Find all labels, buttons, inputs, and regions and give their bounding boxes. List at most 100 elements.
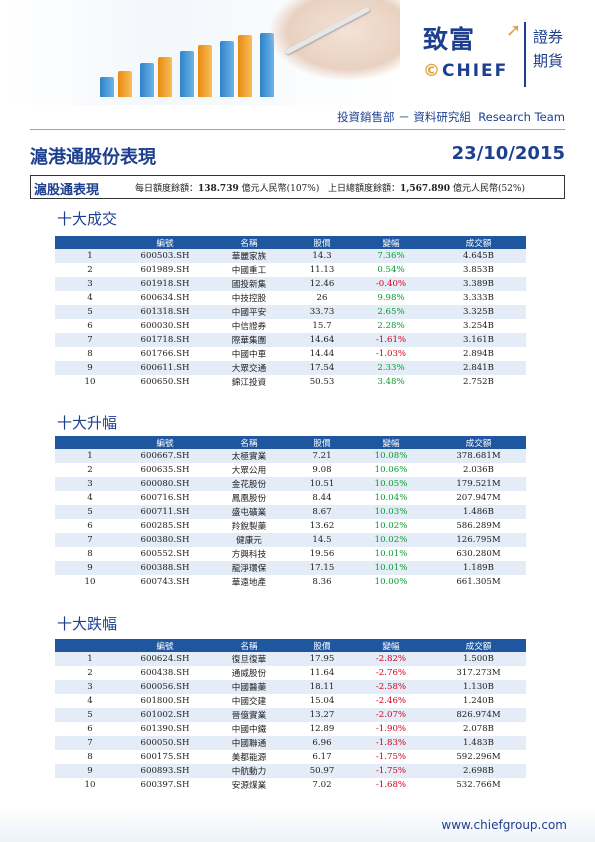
table-row: 7 601718.SH 際華集團 14.64 -1.61% 3.161B (55, 333, 526, 347)
price-cell: 15.7 (293, 319, 351, 333)
table-row: 10 600650.SH 錦江投資 50.53 3.48% 2.752B (55, 375, 526, 389)
price-cell: 12.46 (293, 277, 351, 291)
turnover-cell: 3.254B (431, 319, 526, 333)
price-cell: 13.27 (293, 708, 351, 722)
table-row: 7 600380.SH 健康元 14.5 10.02% 126.795M (55, 533, 526, 547)
logo-arrow-icon: ➚ (506, 20, 522, 41)
table-row: 6 600030.SH 中信證券 15.7 2.28% 3.254B (55, 319, 526, 333)
department-line: 投資銷售部 － 資料研究組 Research Team (0, 109, 565, 125)
stock-name-cell: 中國平安 (205, 305, 293, 319)
stock-name-cell: 羚銳製藥 (205, 519, 293, 533)
stock-name-cell: 華麗家族 (205, 249, 293, 263)
price-cell: 11.13 (293, 263, 351, 277)
rank-cell: 9 (55, 561, 125, 575)
table-row: 3 600056.SH 中國醫藥 18.11 -2.58% 1.130B (55, 680, 526, 694)
stock-name-cell: 錦江投資 (205, 375, 293, 389)
logo-english: ©CHIEF (423, 61, 509, 81)
change-cell: 3.48% (351, 375, 431, 389)
table-row: 5 601318.SH 中國平安 33.73 2.65% 3.325B (55, 305, 526, 319)
column-header: 編號 (125, 236, 205, 249)
rank-cell: 8 (55, 347, 125, 361)
change-cell: 2.28% (351, 319, 431, 333)
turnover-cell: 126.795M (431, 533, 526, 547)
turnover-cell: 1.240B (431, 694, 526, 708)
stock-code-cell: 601989.SH (125, 263, 205, 277)
stock-name-cell: 中國交建 (205, 694, 293, 708)
rank-cell: 3 (55, 277, 125, 291)
price-cell: 19.56 (293, 547, 351, 561)
turnover-cell: 826.974M (431, 708, 526, 722)
stock-code-cell: 601718.SH (125, 333, 205, 347)
column-header: 編號 (125, 436, 205, 449)
turnover-cell: 2.698B (431, 764, 526, 778)
table-row: 4 600716.SH 鳳凰股份 8.44 10.04% 207.947M (55, 491, 526, 505)
table-row: 2 601989.SH 中國重工 11.13 0.54% 3.853B (55, 263, 526, 277)
top-losers-table: 編號 名稱 股價 變幅 成交額 1 600624.SH 復旦復華 17.95 -2.82… (55, 639, 526, 792)
turnover-cell: 661.305M (431, 575, 526, 589)
section-title-top-gainers: 十大升幅 (57, 414, 118, 432)
price-cell: 12.89 (293, 722, 351, 736)
banner-bar-graphic (220, 41, 234, 97)
price-cell: 14.5 (293, 533, 351, 547)
stock-code-cell: 600667.SH (125, 449, 205, 463)
stock-code-cell: 600080.SH (125, 477, 205, 491)
price-cell: 6.17 (293, 750, 351, 764)
table-header-row: 編號 名稱 股價 變幅 成交額 (55, 436, 526, 449)
stock-name-cell: 健康元 (205, 533, 293, 547)
price-cell: 8.36 (293, 575, 351, 589)
stock-name-cell: 晉億實業 (205, 708, 293, 722)
turnover-cell: 317.273M (431, 666, 526, 680)
price-cell: 9.08 (293, 463, 351, 477)
column-header: 股價 (293, 436, 351, 449)
table-row: 4 600634.SH 中技控股 26 9.98% 3.333B (55, 291, 526, 305)
table-row: 3 601918.SH 國投新集 12.46 -0.40% 3.389B (55, 277, 526, 291)
table-row: 8 601766.SH 中國中車 14.44 -1.03% 2.894B (55, 347, 526, 361)
price-cell: 14.64 (293, 333, 351, 347)
turnover-cell: 1.483B (431, 736, 526, 750)
table-row: 8 600175.SH 美都能源 6.17 -1.75% 592.296M (55, 750, 526, 764)
rank-cell: 7 (55, 736, 125, 750)
column-header: 股價 (293, 236, 351, 249)
price-cell: 26 (293, 291, 351, 305)
turnover-cell: 3.333B (431, 291, 526, 305)
table-row: 9 600893.SH 中航動力 50.97 -1.75% 2.698B (55, 764, 526, 778)
change-cell: 10.01% (351, 561, 431, 575)
stock-code-cell: 600893.SH (125, 764, 205, 778)
rank-cell: 1 (55, 652, 125, 666)
change-cell: 10.04% (351, 491, 431, 505)
price-cell: 14.44 (293, 347, 351, 361)
rank-cell: 8 (55, 750, 125, 764)
stock-name-cell: 華遠地產 (205, 575, 293, 589)
stock-code-cell: 600634.SH (125, 291, 205, 305)
turnover-cell: 3.325B (431, 305, 526, 319)
stock-name-cell: 中國聯通 (205, 736, 293, 750)
turnover-cell: 3.161B (431, 333, 526, 347)
table-row: 1 600667.SH 太極實業 7.21 10.08% 378.681M (55, 449, 526, 463)
stock-code-cell: 600716.SH (125, 491, 205, 505)
turnover-cell: 2.078B (431, 722, 526, 736)
stock-name-cell: 美都能源 (205, 750, 293, 764)
banner-bar-graphic (118, 71, 132, 97)
stock-code-cell: 600397.SH (125, 778, 205, 792)
column-header: 成交額 (431, 436, 526, 449)
change-cell: -1.03% (351, 347, 431, 361)
logo-futures: 期貨 (533, 52, 564, 70)
column-header: 成交額 (431, 639, 526, 652)
change-cell: -2.46% (351, 694, 431, 708)
change-cell: 10.01% (351, 547, 431, 561)
price-cell: 7.02 (293, 778, 351, 792)
stock-code-cell: 600635.SH (125, 463, 205, 477)
price-cell: 13.62 (293, 519, 351, 533)
stock-code-cell: 601318.SH (125, 305, 205, 319)
stock-code-cell: 600743.SH (125, 575, 205, 589)
department-en: Research Team (478, 110, 565, 124)
footer-website-link[interactable]: www.chiefgroup.com (441, 818, 567, 832)
table-row: 7 600050.SH 中國聯通 6.96 -1.83% 1.483B (55, 736, 526, 750)
turnover-cell: 3.389B (431, 277, 526, 291)
stock-name-cell: 安源煤業 (205, 778, 293, 792)
rank-cell: 4 (55, 694, 125, 708)
turnover-cell: 2.894B (431, 347, 526, 361)
stock-code-cell: 601390.SH (125, 722, 205, 736)
stock-name-cell: 太極實業 (205, 449, 293, 463)
rank-cell: 1 (55, 449, 125, 463)
